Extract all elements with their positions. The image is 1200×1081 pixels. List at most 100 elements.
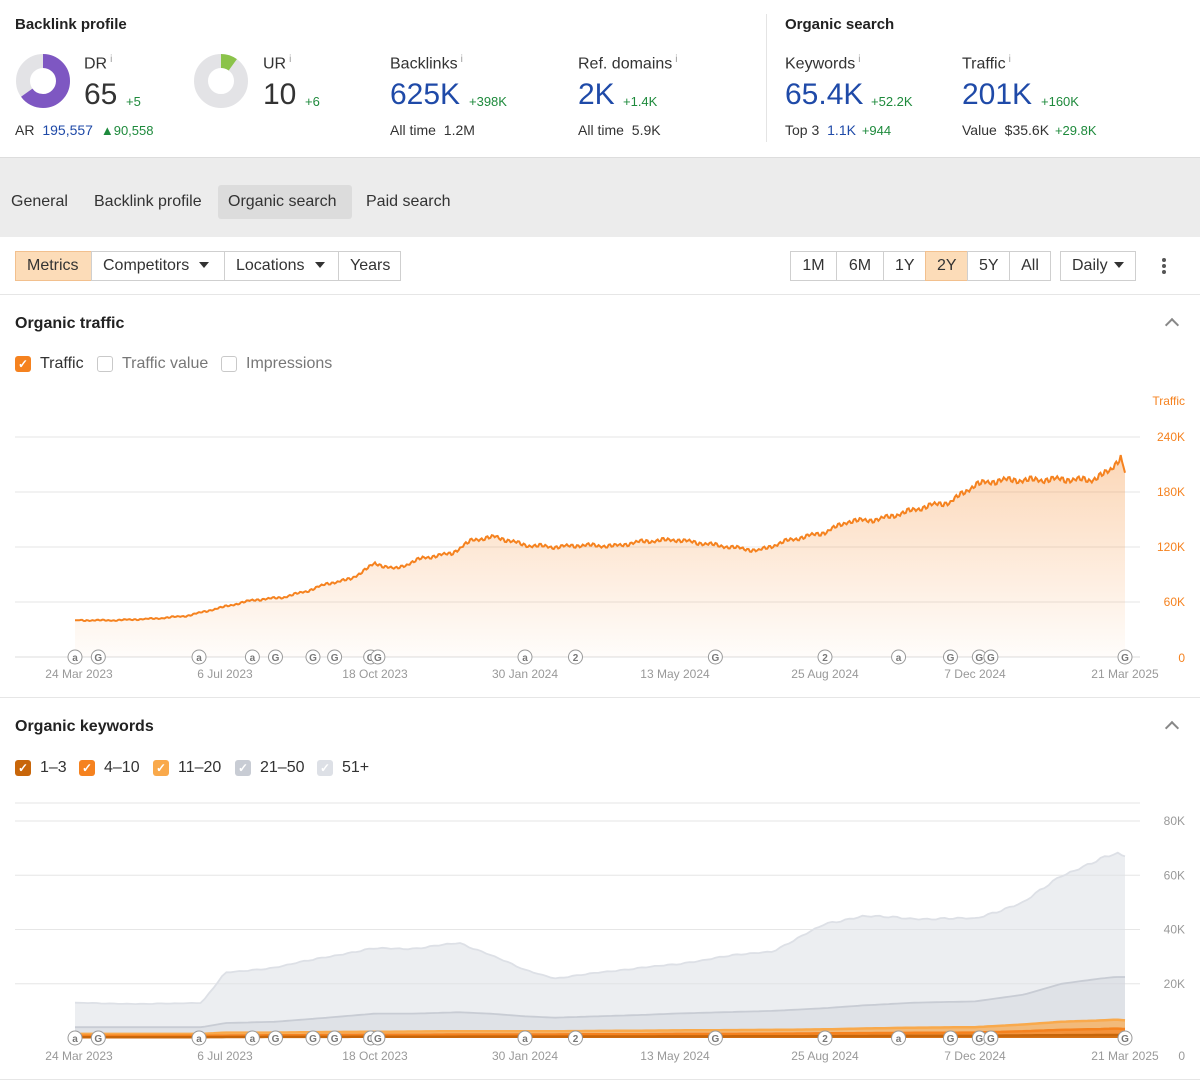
collapse-chevron-icon[interactable] bbox=[1164, 317, 1180, 333]
years-button[interactable]: Years bbox=[338, 251, 401, 281]
svg-text:a: a bbox=[250, 653, 256, 664]
organic-search-title: Organic search bbox=[785, 16, 895, 33]
ur-info-icon[interactable]: i bbox=[289, 54, 292, 65]
svg-text:G: G bbox=[947, 1034, 955, 1045]
keywords-top3-value[interactable]: 1.1K bbox=[827, 122, 856, 138]
svg-text:G: G bbox=[331, 1034, 339, 1045]
ar-line: AR 195,557 ▲90,558 bbox=[15, 122, 153, 138]
dr-donut-chart bbox=[16, 54, 70, 108]
y-tick-label: 20K bbox=[1164, 977, 1185, 991]
ref-domains-label[interactable]: Ref. domains i bbox=[578, 54, 678, 73]
traffic-label[interactable]: Traffic i bbox=[962, 54, 1011, 73]
annotation-marker-icon: G bbox=[1117, 649, 1133, 665]
annotation-marker-icon: G bbox=[707, 1030, 723, 1046]
svg-text:2: 2 bbox=[573, 653, 579, 664]
ref-domains-alltime: All time 5.9K bbox=[578, 122, 661, 138]
traffic-value-checkbox[interactable]: Traffic value bbox=[97, 355, 208, 373]
range-1y-button[interactable]: 1Y bbox=[883, 251, 926, 281]
y-axis-title: Traffic bbox=[1152, 394, 1185, 408]
ur-label[interactable]: UR i bbox=[263, 54, 292, 73]
tab-paid-search[interactable]: Paid search bbox=[366, 193, 451, 210]
checkmark-icon: ✓ bbox=[153, 760, 169, 776]
ref-domains-value[interactable]: 2K bbox=[578, 78, 615, 111]
svg-text:G: G bbox=[1121, 1034, 1129, 1045]
keywords-top3-delta: +944 bbox=[861, 123, 892, 138]
competitors-dropdown[interactable]: Competitors bbox=[91, 251, 225, 281]
series-line-21-50 bbox=[75, 976, 1125, 1029]
traffic-info-icon[interactable]: i bbox=[1008, 54, 1011, 65]
annotation-marker-icon: a bbox=[67, 1030, 83, 1046]
backlinks-value[interactable]: 625K bbox=[390, 78, 461, 111]
backlinks-info-icon[interactable]: i bbox=[460, 54, 463, 65]
keywords-label[interactable]: Keywords i bbox=[785, 54, 861, 73]
dr-info-icon[interactable]: i bbox=[110, 54, 113, 65]
y-tick-label: 60K bbox=[1164, 868, 1185, 882]
backlinks-delta: +398K bbox=[469, 94, 507, 109]
annotation-marker-icon: 2 bbox=[817, 649, 833, 665]
pos-21-50-checkbox[interactable]: ✓ 21–50 bbox=[235, 759, 305, 777]
ar-value[interactable]: 195,557 bbox=[42, 122, 93, 138]
more-options-icon[interactable] bbox=[1157, 256, 1171, 276]
y-tick-label: 240K bbox=[1157, 430, 1185, 444]
checkbox-empty-icon bbox=[97, 356, 113, 372]
pos-1-3-checkbox[interactable]: ✓ 1–3 bbox=[15, 759, 67, 777]
svg-text:G: G bbox=[94, 653, 102, 664]
svg-text:G: G bbox=[309, 653, 317, 664]
range-6m-button[interactable]: 6M bbox=[836, 251, 884, 281]
traffic-value-line: Value $35.6K +29.8K bbox=[962, 122, 1097, 138]
x-tick-label: 7 Dec 2024 bbox=[944, 1049, 1006, 1063]
annotation-marker-icon: G bbox=[707, 649, 723, 665]
tab-organic-search[interactable]: Organic search bbox=[218, 185, 352, 219]
pos-51-plus-checkbox[interactable]: ✓ 51+ bbox=[317, 759, 369, 777]
x-tick-label: 6 Jul 2023 bbox=[197, 667, 253, 681]
checkmark-icon: ✓ bbox=[15, 356, 31, 372]
svg-text:G: G bbox=[374, 1034, 382, 1045]
svg-text:a: a bbox=[896, 653, 902, 664]
x-tick-label: 18 Oct 2023 bbox=[342, 667, 408, 681]
panel-divider bbox=[0, 1079, 1200, 1080]
keywords-value[interactable]: 65.4K bbox=[785, 78, 864, 111]
annotation-marker-icon: a bbox=[191, 1030, 207, 1046]
chevron-down-icon bbox=[314, 261, 325, 268]
annotation-marker-icon: 2 bbox=[817, 1030, 833, 1046]
svg-text:G: G bbox=[987, 1034, 995, 1045]
tab-backlink-profile[interactable]: Backlink profile bbox=[94, 193, 202, 210]
annotation-marker-icon: 2 bbox=[567, 1030, 583, 1046]
backlinks-label[interactable]: Backlinks i bbox=[390, 54, 463, 73]
annotation-marker-icon: G bbox=[267, 649, 283, 665]
annotation-marker-icon: G bbox=[942, 1030, 958, 1046]
metrics-button[interactable]: Metrics bbox=[15, 251, 92, 281]
range-1m-button[interactable]: 1M bbox=[790, 251, 837, 281]
traffic-checkbox[interactable]: ✓ Traffic bbox=[15, 355, 84, 373]
organic-keywords-chart[interactable]: 0 20K 40K 60K 80K 24 Mar 2023 6 Jul 2023 18 Oct… bbox=[0, 795, 1200, 1075]
svg-text:G: G bbox=[94, 1034, 102, 1045]
locations-dropdown[interactable]: Locations bbox=[224, 251, 339, 281]
svg-text:a: a bbox=[196, 1034, 202, 1045]
keywords-delta: +52.2K bbox=[871, 94, 913, 109]
annotation-marker-icon: 2 bbox=[567, 649, 583, 665]
ref-domains-info-icon[interactable]: i bbox=[675, 54, 678, 65]
keywords-info-icon[interactable]: i bbox=[858, 54, 861, 65]
collapse-chevron-icon[interactable] bbox=[1164, 720, 1180, 736]
svg-text:G: G bbox=[309, 1034, 317, 1045]
keywords-top3-label: Top 3 bbox=[785, 122, 820, 138]
pos-11-20-checkbox[interactable]: ✓ 11–20 bbox=[153, 759, 221, 777]
backlinks-alltime-value: 1.2M bbox=[443, 122, 475, 138]
tab-general[interactable]: General bbox=[11, 193, 68, 210]
dr-label[interactable]: DR i bbox=[84, 54, 113, 73]
traffic-value[interactable]: 201K bbox=[962, 78, 1033, 111]
range-5y-button[interactable]: 5Y bbox=[967, 251, 1010, 281]
pos-4-10-checkbox[interactable]: ✓ 4–10 bbox=[79, 759, 140, 777]
organic-traffic-chart[interactable]: 0 60K 120K 180K 240K Traffic 24 Mar 2023 6 Jul … bbox=[0, 385, 1200, 690]
y-tick-label: 60K bbox=[1164, 595, 1185, 609]
range-2y-button[interactable]: 2Y bbox=[925, 251, 968, 281]
ar-label: AR bbox=[15, 122, 35, 138]
x-tick-label: 24 Mar 2023 bbox=[45, 1049, 113, 1063]
ur-value: 10 bbox=[263, 78, 297, 111]
chevron-down-icon bbox=[199, 261, 210, 268]
annotation-marker-icon: G bbox=[305, 649, 321, 665]
interval-dropdown[interactable]: Daily bbox=[1060, 251, 1136, 281]
range-all-button[interactable]: All bbox=[1009, 251, 1051, 281]
annotation-marker-icon: G bbox=[370, 649, 386, 665]
impressions-checkbox[interactable]: Impressions bbox=[221, 355, 332, 373]
